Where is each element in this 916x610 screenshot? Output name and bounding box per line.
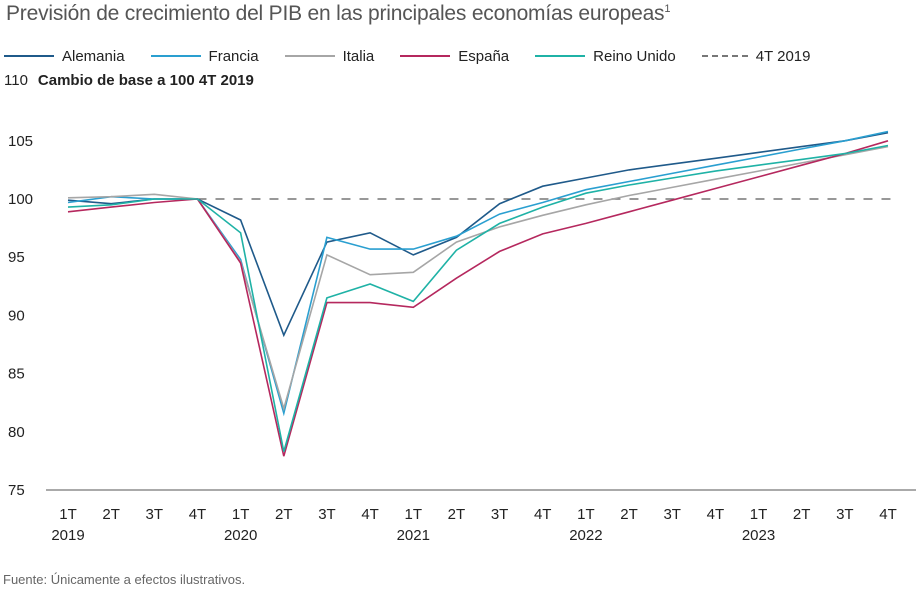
legend-swatch-4t-2019 [701, 55, 748, 57]
x-tick-label: 4T [707, 506, 725, 523]
y-tick-label: 75 [8, 482, 25, 499]
series-line-francia [67, 130, 889, 417]
x-tick-label: 2T [793, 506, 811, 523]
x-tick-label: 2T [448, 506, 466, 523]
x-tick-label: 2T [620, 506, 638, 523]
y-tick-label: 95 [8, 249, 25, 266]
x-tick-label: 1T [232, 506, 250, 523]
series-line-italia [67, 145, 889, 412]
x-tick-label: 1T [405, 506, 423, 523]
series-group [67, 130, 889, 457]
legend-label: 4T 2019 [755, 47, 811, 65]
legend-label: Italia [342, 47, 375, 65]
y-tick-label: 100 [8, 191, 33, 208]
legend-label: España [458, 47, 510, 65]
x-tick-label: 1T [59, 506, 77, 523]
x-tick-label: 1T [750, 506, 768, 523]
source-note: Fuente: Únicamente a efectos ilustrativo… [3, 572, 246, 587]
x-tick-label: 3T [663, 506, 681, 523]
legend-item-reino-unido: Reino Unido [535, 48, 676, 65]
y-axis: 75 80 85 90 95 100 105 [8, 133, 33, 499]
legend-swatch-alemania [4, 55, 54, 57]
x-tick-label: 3T [836, 506, 854, 523]
legend-item-alemania: Alemania [4, 48, 125, 65]
chart-subtitle: Cambio de base a 100 4T 2019 [37, 72, 254, 89]
x-year-label: 2023 [742, 527, 775, 544]
legend-item-espana: España [400, 48, 509, 65]
legend-swatch-espana [400, 55, 451, 57]
x-tick-label: 4T [361, 506, 379, 523]
legend-label: Francia [208, 47, 259, 65]
legend-swatch-italia [284, 55, 335, 57]
legend-swatch-francia [150, 55, 201, 57]
x-tick-label: 2T [275, 506, 293, 523]
chart-title: Previsión de crecimiento del PIB en las … [6, 2, 670, 26]
x-axis: 1T 2T 3T 4T 1T 2T 3T 4T 1T 2T 3T 4T 1T 2T 3T 4T 1T 2T 3T 4T… [46, 489, 916, 544]
y-tick-label: 90 [8, 307, 25, 324]
y-tick-label: 80 [8, 424, 25, 441]
x-tick-label: 3T [318, 506, 336, 523]
x-year-label: 2022 [569, 527, 602, 544]
x-tick-label: 3T [491, 506, 509, 523]
y-tick-label: 105 [8, 133, 33, 150]
x-year-label: 2020 [224, 527, 257, 544]
legend-item-4t-2019: 4T 2019 [701, 47, 811, 65]
title-footnote: 1 [664, 3, 671, 15]
x-tick-label: 4T [879, 506, 897, 523]
x-tick-label: 2T [102, 506, 120, 523]
y-tick-label-110: 110 [4, 72, 28, 89]
x-tick-label: 4T [189, 506, 207, 523]
x-tick-label: 3T [146, 506, 164, 523]
legend-item-francia: Francia [150, 47, 259, 65]
x-year-label: 2019 [51, 527, 84, 544]
series-line-alemania [67, 131, 889, 338]
y-tick-label: 85 [8, 366, 25, 383]
legend-label: Alemania [62, 47, 125, 65]
series-line-espana [67, 140, 889, 457]
x-tick-label: 4T [534, 506, 552, 523]
legend-label: Reino Unido [593, 47, 676, 65]
series-line-reino-unido [67, 144, 889, 452]
x-year-label: 2021 [397, 527, 430, 544]
legend-swatch-reino-unido [535, 55, 586, 57]
legend-item-italia: Italia [284, 47, 375, 65]
subtitle-row: 110 Cambio de base a 100 4T 2019 [4, 72, 254, 89]
x-tick-label: 1T [577, 506, 595, 523]
legend: Alemania Francia Italia España Reino Uni… [4, 46, 836, 66]
chart-title-text: Previsión de crecimiento del PIB en las … [6, 2, 665, 25]
